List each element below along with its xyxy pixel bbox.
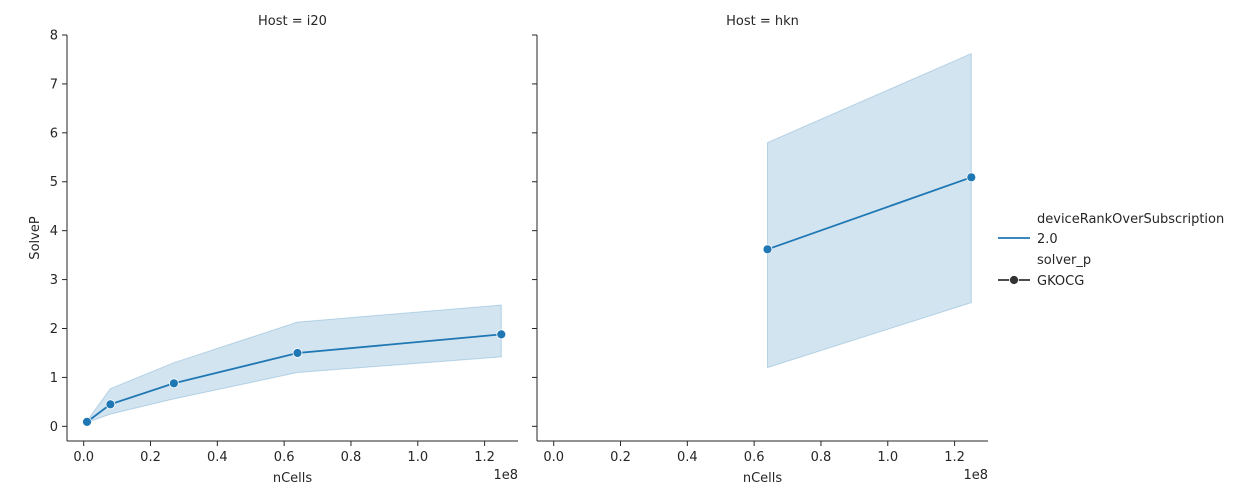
confidence-band: [767, 52, 972, 369]
panel-title: Host = i20: [258, 14, 327, 29]
y-tick-label: 5: [50, 175, 58, 190]
x-tick-label: 0.8: [341, 450, 362, 465]
x-tick-label: 1.0: [407, 450, 428, 465]
legend-hue-title: deviceRankOverSubscription: [1037, 212, 1224, 227]
confidence-band: [86, 304, 502, 424]
data-point: [105, 399, 116, 410]
y-tick-label: 4: [50, 224, 58, 239]
y-tick-label: 0: [50, 420, 58, 435]
legend-style-title: solver_p: [1037, 253, 1091, 268]
x-tick-label: 0.2: [610, 450, 631, 465]
x-tick-label: 0.8: [811, 450, 832, 465]
x-tick-label: 0.4: [207, 450, 228, 465]
series-line: [767, 176, 972, 251]
data-point: [496, 329, 507, 340]
x-axis-label: nCells: [273, 471, 313, 486]
x-tick-label: 1.0: [877, 450, 898, 465]
x-tick-label: 0.6: [274, 450, 295, 465]
legend-hue-entry: 2.0: [1037, 232, 1058, 247]
data-point: [292, 348, 303, 358]
panel-1: 0.0 0.2 0.4 0.6 0.8 1.0 1.2 0 1 2 3 4 5 6 7 8 Host = i20…: [28, 14, 518, 486]
x-tick-label: 0.2: [140, 450, 161, 465]
y-axis-label: SolveP: [28, 216, 43, 260]
panel-2: 0.0 0.2 0.4 0.6 0.8 1.0 1.2 Host = hkn nCells 1e8: [532, 14, 988, 486]
x-tick-label: 0.0: [73, 450, 94, 465]
legend: deviceRankOverSubscription 2.0 solver_p …: [998, 212, 1224, 289]
x-tick-label: 0.4: [677, 450, 698, 465]
x-tick-label: 1.2: [474, 450, 495, 465]
panel-title: Host = hkn: [726, 14, 799, 29]
data-point: [966, 172, 977, 183]
y-tick-label: 6: [50, 126, 58, 141]
y-tick-label: 7: [50, 77, 58, 92]
x-offset-label: 1e8: [493, 468, 518, 483]
y-tick-label: 3: [50, 273, 58, 288]
x-tick-label: 0.6: [744, 450, 765, 465]
panels: 0.0 0.2 0.4 0.6 0.8 1.0 1.2 0 1 2 3 4 5 6 7 8 Host = i20…: [28, 14, 988, 486]
legend-style-entry: GKOCG: [1037, 274, 1084, 289]
x-tick-label: 1.2: [944, 450, 965, 465]
data-point: [168, 378, 179, 389]
data-point: [82, 416, 92, 427]
x-offset-label: 1e8: [963, 468, 988, 483]
x-axis-label: nCells: [743, 471, 783, 486]
y-tick-label: 1: [50, 371, 58, 386]
legend-style-marker: [1009, 275, 1019, 285]
x-tick-label: 0.0: [543, 450, 564, 465]
y-tick-label: 2: [50, 322, 58, 337]
y-tick-label: 8: [50, 29, 58, 44]
data-point: [762, 244, 773, 255]
